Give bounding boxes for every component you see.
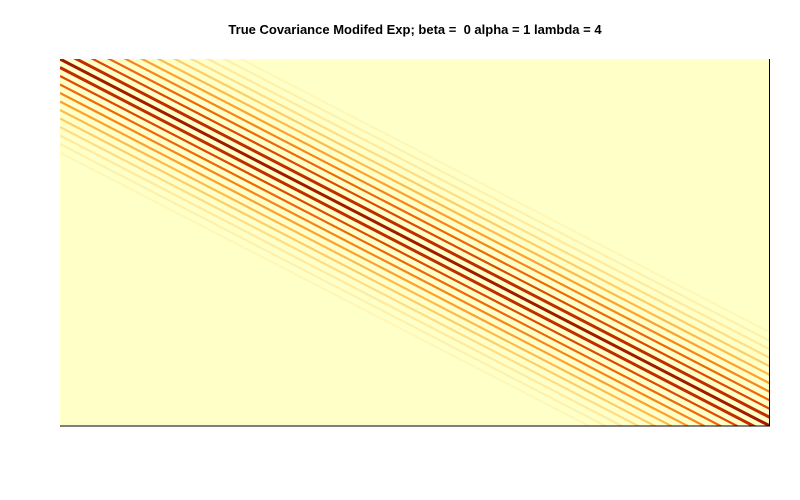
diagonal-band (60, 134, 625, 426)
diagonal-band (60, 109, 674, 426)
diagonal-band (60, 83, 724, 426)
diagonal-band (222, 59, 770, 342)
diagonal-band (90, 59, 770, 410)
diagonal-band (60, 151, 592, 426)
diagonal-band (189, 59, 770, 359)
diagonal-band (238, 59, 770, 334)
diagonal-band (60, 66, 757, 426)
diagonal-band (60, 117, 658, 426)
chart-title: True Covariance Modifed Exp; beta = 0 al… (228, 22, 602, 37)
diagonal-band (172, 59, 770, 368)
diagonal-band (60, 59, 770, 426)
diagonal-band (156, 59, 770, 376)
diagonal-band (123, 59, 770, 393)
diagonal-bands (60, 59, 770, 426)
diagonal-band (139, 59, 770, 385)
diagonal-band (60, 75, 740, 426)
diagonal-band (106, 59, 770, 402)
diagonal-band (60, 126, 641, 426)
diagonal-band (60, 143, 608, 426)
diagonal-band (73, 59, 770, 419)
diagonal-band (205, 59, 770, 351)
diagonal-band (60, 100, 691, 426)
diagonal-band (60, 92, 707, 426)
